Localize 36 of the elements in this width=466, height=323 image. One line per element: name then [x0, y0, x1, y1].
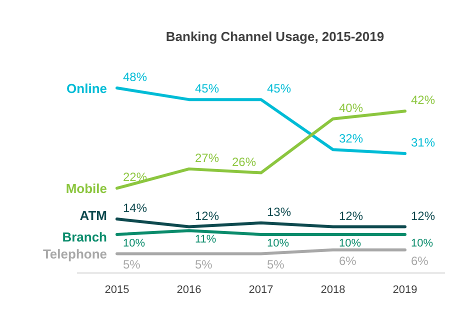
series-label: Mobile [66, 181, 107, 196]
series-label: Online [66, 81, 107, 96]
series-label: Telephone [42, 246, 107, 262]
data-label: 45% [195, 82, 220, 96]
data-label: 10% [123, 237, 146, 250]
x-tick-label: 2018 [320, 284, 346, 296]
data-label: 6% [411, 254, 429, 268]
data-label: 10% [267, 237, 290, 250]
series-label: ATM [80, 208, 107, 224]
data-label: 5% [195, 258, 213, 272]
x-tick-label: 2019 [392, 284, 418, 296]
x-tick-label: 2015 [104, 284, 130, 296]
data-label: 26% [232, 154, 256, 169]
data-label: 32% [339, 132, 364, 146]
data-label: 13% [267, 204, 292, 219]
data-label: 45% [267, 82, 292, 96]
data-label: 14% [123, 201, 148, 216]
chart-title: Banking Channel Usage, 2015-2019 [166, 29, 384, 44]
x-tick-label: 2016 [176, 284, 202, 296]
data-label: 12% [195, 208, 220, 223]
data-label: 12% [411, 208, 436, 223]
data-label: 11% [195, 234, 216, 246]
data-label: 10% [339, 237, 362, 250]
data-label: 22% [123, 170, 148, 184]
series-label: Branch [62, 229, 108, 244]
data-label: 10% [411, 237, 434, 250]
data-label: 5% [267, 258, 285, 272]
data-label: 48% [123, 70, 148, 84]
x-tick-label: 2017 [248, 284, 274, 296]
data-label: 42% [411, 93, 436, 108]
data-label: 40% [339, 100, 364, 115]
data-label: 27% [195, 150, 220, 165]
data-label: 31% [411, 136, 436, 150]
data-label: 12% [339, 208, 364, 223]
data-label: 6% [339, 254, 357, 268]
data-label: 5% [123, 258, 141, 272]
